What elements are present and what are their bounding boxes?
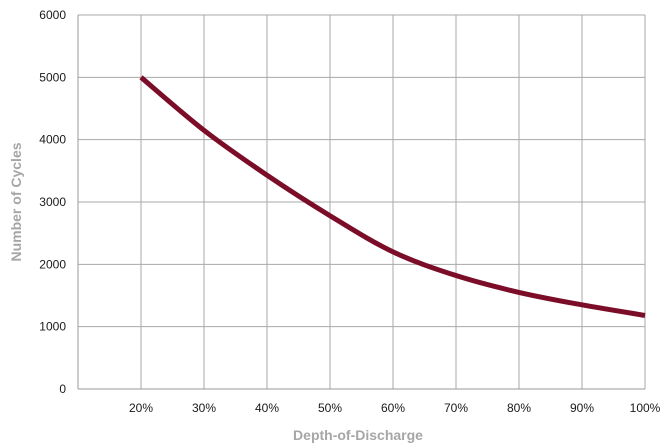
series [139, 75, 646, 318]
y-tick-label: 1000 [39, 320, 66, 334]
x-axis-title: Depth-of-Discharge [293, 427, 423, 443]
y-tick-label: 6000 [39, 8, 66, 22]
x-tick-label: 50% [318, 401, 342, 415]
grid [78, 14, 646, 389]
y-tick-label: 4000 [39, 133, 66, 147]
y-axis-title: Number of Cycles [8, 142, 24, 261]
y-tick-label: 0 [59, 382, 66, 396]
x-tick-label: 90% [570, 401, 594, 415]
x-tick-label: 60% [381, 401, 405, 415]
x-tick-labels: 20% 30% 40% 50% 60% 70% 80% 90% 100% [129, 401, 661, 415]
y-tick-label: 5000 [39, 70, 66, 84]
x-tick-label: 20% [129, 401, 153, 415]
series-line [139, 75, 646, 318]
x-tick-label: 40% [255, 401, 279, 415]
x-tick-label: 70% [444, 401, 468, 415]
x-tick-label: 30% [192, 401, 216, 415]
y-tick-label: 3000 [39, 195, 66, 209]
axes [77, 15, 645, 390]
x-tick-label: 100% [630, 401, 661, 415]
y-tick-label: 2000 [39, 257, 66, 271]
y-tick-labels: 0 1000 2000 3000 4000 5000 6000 [39, 8, 66, 396]
x-tick-label: 80% [507, 401, 531, 415]
